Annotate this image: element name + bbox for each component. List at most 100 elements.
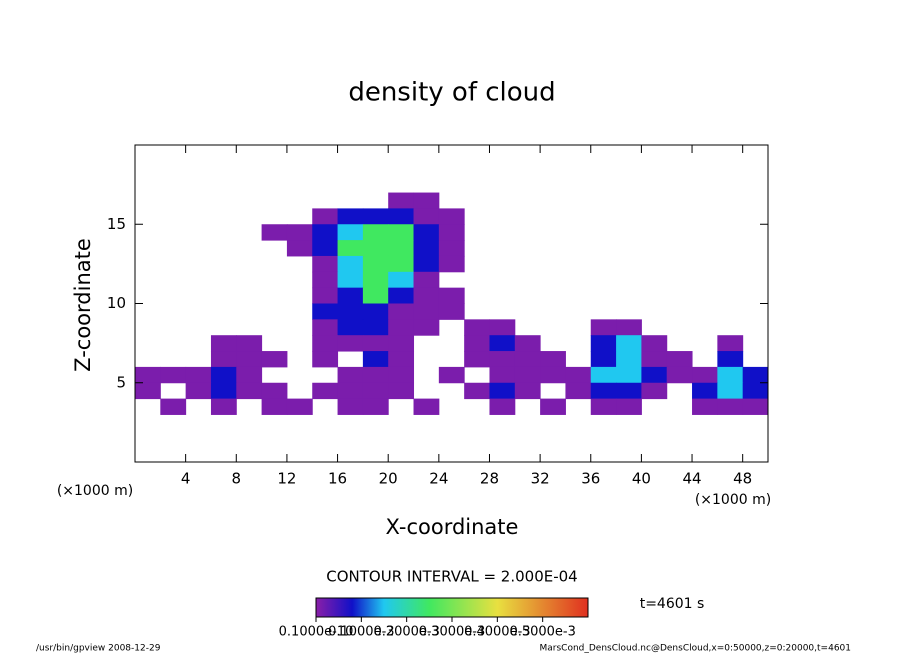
cloud-cell: [742, 382, 769, 400]
colorbar-tick-label: 0.1000e-3: [328, 625, 394, 640]
cloud-cell: [489, 398, 516, 415]
cloud-cell: [160, 398, 187, 415]
cloud-cell: [236, 382, 263, 400]
cloud-cell: [312, 240, 339, 257]
cloud-cell: [362, 382, 389, 400]
cloud-cell: [362, 255, 389, 273]
x-tick-label: 16: [328, 470, 347, 488]
colorbar: [315, 597, 589, 618]
cloud-cell: [337, 271, 364, 289]
cloud-cell: [590, 319, 617, 336]
cloud-cell: [236, 366, 263, 384]
cloud-cell: [337, 255, 364, 273]
cloud-cell: [388, 240, 415, 257]
cloud-cell: [210, 351, 237, 368]
cloud-cell: [312, 224, 339, 241]
cloud-cell: [286, 224, 313, 241]
cloud-cell: [160, 366, 187, 384]
cloud-cell: [362, 319, 389, 336]
cloud-cell: [312, 319, 339, 336]
cloud-cell: [286, 240, 313, 257]
cloud-cell: [362, 224, 389, 241]
cloud-cell: [489, 319, 516, 336]
cloud-cell: [489, 366, 516, 384]
x-tick-label: 48: [733, 470, 752, 488]
cloud-cell: [210, 335, 237, 352]
cloud-cell: [388, 382, 415, 400]
cloud-cell: [438, 208, 465, 225]
x-tick-label: 20: [379, 470, 398, 488]
cloud-cell: [312, 303, 339, 320]
chart-title: density of cloud: [348, 78, 555, 108]
cloud-cell: [135, 382, 161, 400]
cloud-cell: [312, 287, 339, 304]
cloud-cell: [692, 398, 718, 415]
cloud-cell: [185, 382, 212, 400]
cloud-cell: [362, 208, 389, 225]
x-axis-label: X-coordinate: [386, 515, 519, 539]
contour-interval: CONTOUR INTERVAL = 2.000E-04: [326, 568, 577, 586]
cloud-cell: [337, 208, 364, 225]
cloud-cell: [337, 240, 364, 257]
cloud-cell: [565, 382, 592, 400]
cloud-cell: [464, 335, 490, 352]
cloud-cell: [286, 398, 313, 415]
cloud-cell: [312, 255, 339, 273]
y-tick-label: 5: [116, 373, 126, 391]
cloud-cell: [590, 351, 617, 368]
cloud-cell: [337, 366, 364, 384]
cloud-cell: [616, 398, 642, 415]
cloud-cell: [692, 366, 718, 384]
cloud-cell: [489, 382, 516, 400]
x-tick-label: 28: [480, 470, 499, 488]
cloud-cell: [362, 366, 389, 384]
cloud-cell: [312, 335, 339, 352]
cloud-cell: [388, 335, 415, 352]
cloud-cell: [261, 382, 288, 400]
cloud-cell: [489, 351, 516, 368]
cloud-cell: [565, 366, 592, 384]
cloud-cell: [413, 224, 440, 241]
cloud-cell: [413, 398, 440, 415]
cloud-cell: [464, 351, 490, 368]
cloud-cell: [337, 303, 364, 320]
cloud-cell: [616, 382, 642, 400]
cloud-cell: [514, 366, 541, 384]
cloud-cell: [337, 224, 364, 241]
cloud-cell: [717, 366, 744, 384]
colorbar-tick-label: 0.2000e-3: [373, 625, 439, 640]
cloud-cell: [514, 335, 541, 352]
cloud-cell: [388, 208, 415, 225]
x-tick-label: 32: [531, 470, 550, 488]
cloud-cell: [337, 319, 364, 336]
cloud-cell: [413, 192, 440, 209]
cloud-cell: [616, 351, 642, 368]
cloud-cell: [413, 287, 440, 304]
footer-right: MarsCond_DensCloud.nc@DensCloud,x=0:5000…: [540, 644, 852, 654]
cloud-cell: [210, 366, 237, 384]
cloud-cell: [641, 351, 668, 368]
cloud-cell: [742, 398, 769, 415]
cloud-cell: [438, 303, 465, 320]
cloud-cell: [692, 382, 718, 400]
cloud-cell: [388, 366, 415, 384]
cloud-cell: [413, 319, 440, 336]
x-tick-label: 36: [581, 470, 600, 488]
cloud-cell: [337, 287, 364, 304]
cloud-cell: [362, 287, 389, 304]
cloud-cell: [210, 398, 237, 415]
cloud-cell: [388, 192, 415, 209]
time-label: t=4601 s: [640, 596, 705, 612]
cloud-cell: [616, 319, 642, 336]
y-tick-label: 10: [107, 294, 126, 312]
x-tick-label: 24: [429, 470, 448, 488]
y-unit-label: (×1000 m): [57, 483, 133, 499]
x-tick-label: 40: [632, 470, 651, 488]
cloud-cell: [261, 224, 288, 241]
cloud-cell: [464, 319, 490, 336]
y-axis-label: Z-coordinate: [71, 238, 95, 372]
footer-left: /usr/bin/gpview 2008-12-29: [36, 644, 161, 654]
cloud-cell: [362, 303, 389, 320]
colorbar-tick-label: 0.1000e-10: [279, 625, 354, 640]
